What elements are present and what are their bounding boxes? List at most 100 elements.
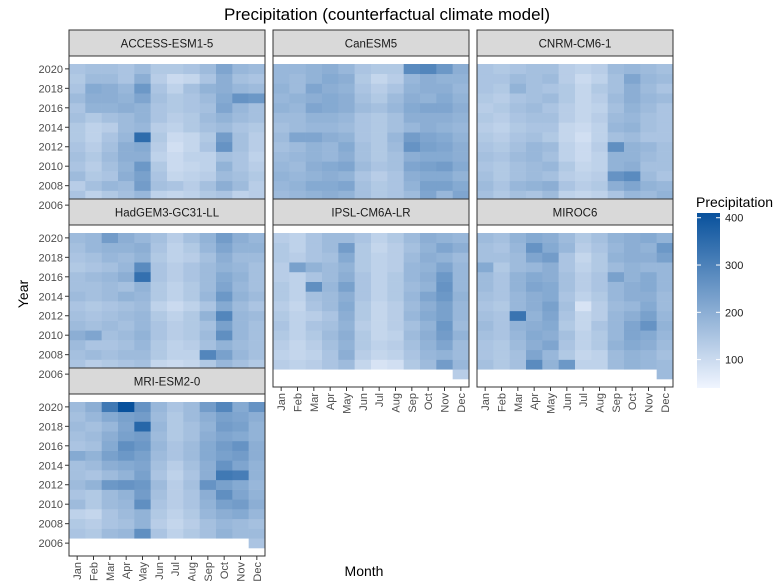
heatmap-tile — [199, 440, 217, 451]
heatmap-tile — [387, 141, 404, 152]
x-tick-label: Feb — [293, 393, 305, 412]
heatmap-tile — [591, 112, 608, 123]
heatmap-tile — [436, 359, 453, 370]
heatmap-tile — [167, 509, 184, 520]
heatmap-tile — [526, 102, 543, 113]
heatmap-tile — [354, 291, 372, 302]
heatmap-tile — [575, 132, 592, 143]
heatmap-tile — [322, 83, 339, 94]
heatmap-tile — [354, 281, 372, 292]
heatmap-tile — [493, 340, 510, 351]
heatmap-tile — [134, 122, 151, 133]
heatmap-tile — [183, 271, 200, 282]
heatmap-tile — [118, 310, 135, 321]
heatmap-tile — [118, 281, 135, 292]
heatmap-tile — [150, 359, 168, 370]
heatmap-tile — [575, 242, 592, 253]
heatmap-tile — [183, 73, 200, 84]
heatmap-tile — [69, 499, 86, 510]
heatmap-tile — [526, 64, 543, 75]
heatmap-tile — [354, 102, 372, 113]
heatmap-tile — [591, 190, 608, 201]
heatmap-tile — [493, 64, 510, 75]
heatmap-tile — [167, 528, 184, 539]
heatmap-tile — [101, 349, 119, 360]
heatmap-tile — [118, 330, 135, 341]
heatmap-tile — [199, 190, 217, 201]
heatmap-tile — [354, 180, 372, 191]
heatmap-tile — [232, 271, 249, 282]
heatmap-tile — [403, 122, 421, 133]
heatmap-tile — [493, 73, 510, 84]
heatmap-tile — [452, 369, 470, 380]
heatmap-tile — [183, 402, 200, 413]
heatmap-tile — [387, 132, 404, 143]
heatmap-tile — [216, 499, 233, 510]
heatmap-tile — [624, 291, 641, 302]
heatmap-tile — [85, 509, 102, 520]
heatmap-tile — [273, 171, 290, 182]
heatmap-tile — [85, 83, 102, 94]
heatmap-tile — [477, 330, 494, 341]
heatmap-tile — [248, 93, 266, 104]
heatmap-tile — [387, 359, 404, 370]
y-tick-label: 2020 — [39, 233, 63, 245]
heatmap-tile — [403, 301, 421, 312]
heatmap-tile — [526, 359, 543, 370]
heatmap-tile — [640, 180, 657, 191]
heatmap-tile — [69, 262, 86, 273]
heatmap-tile — [575, 161, 592, 172]
x-tick-label: Jun — [562, 393, 574, 411]
heatmap-tile — [493, 310, 510, 321]
heatmap-tile — [216, 330, 233, 341]
heatmap-tile — [199, 340, 217, 351]
heatmap-tile — [575, 233, 592, 244]
heatmap-tile — [273, 64, 290, 75]
heatmap-tile — [69, 141, 86, 152]
heatmap-tile — [273, 301, 290, 312]
heatmap-tile — [150, 93, 168, 104]
heatmap-tile — [289, 171, 306, 182]
heatmap-tile — [118, 340, 135, 351]
heatmap-tile — [289, 141, 306, 152]
heatmap-tile — [403, 320, 421, 331]
heatmap-tile — [183, 233, 200, 244]
heatmap-tile — [118, 359, 135, 370]
heatmap-tile — [493, 301, 510, 312]
heatmap-tile — [199, 470, 217, 481]
y-tick-label: 2006 — [39, 538, 63, 550]
heatmap-tile — [558, 180, 576, 191]
heatmap-tile — [216, 112, 233, 123]
heatmap-tile — [183, 340, 200, 351]
heatmap-tile — [232, 349, 249, 360]
heatmap-tile — [85, 262, 102, 273]
heatmap-tile — [232, 460, 249, 471]
heatmap-tile — [69, 310, 86, 321]
heatmap-tile — [607, 291, 625, 302]
heatmap-tile — [624, 359, 641, 370]
heatmap-tile — [558, 330, 576, 341]
x-tick-label: Jan — [480, 393, 492, 411]
heatmap-tile — [167, 102, 184, 113]
heatmap-tile — [542, 281, 559, 292]
heatmap-tile — [150, 132, 168, 143]
heatmap-tile — [420, 132, 437, 143]
heatmap-tile — [493, 262, 510, 273]
heatmap-tile — [558, 310, 576, 321]
x-tick-label: Jul — [170, 562, 182, 576]
heatmap-tile — [167, 349, 184, 360]
heatmap-tile — [509, 330, 527, 341]
heatmap-tile — [354, 151, 372, 162]
heatmap-tile — [371, 340, 388, 351]
heatmap-tile — [248, 320, 266, 331]
heatmap-tile — [134, 64, 151, 75]
heatmap-tile — [216, 411, 233, 422]
heatmap-tile — [101, 141, 119, 152]
heatmap-tile — [322, 301, 339, 312]
heatmap-tile — [289, 359, 306, 370]
heatmap-tile — [69, 402, 86, 413]
heatmap-tile — [322, 359, 339, 370]
heatmap-tile — [69, 489, 86, 500]
heatmap-tile — [338, 340, 355, 351]
heatmap-tile — [624, 132, 641, 143]
